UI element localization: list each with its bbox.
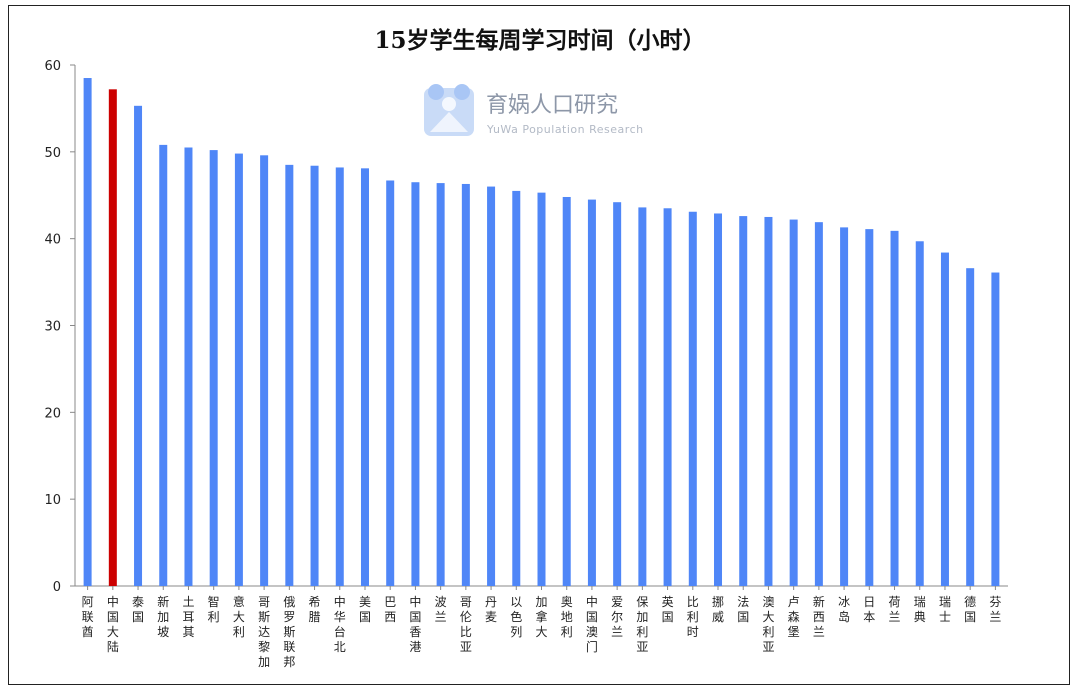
bar [512,190,521,587]
category-label: 澳大利亚 [762,595,774,654]
category-label: 泰国 [132,595,144,624]
bar [360,168,369,586]
category-label: 波兰 [435,595,447,624]
bar [134,105,143,586]
category-label: 冰岛 [838,595,850,624]
category-label: 瑞士 [939,595,951,624]
watermark-brand: 育娲人口研究 [486,93,618,118]
category-label: 哥伦比亚 [460,595,472,654]
category-label: 土耳其 [182,595,194,639]
category-label: 加拿大 [535,595,547,639]
category-label: 比利时 [687,595,699,639]
bar [966,268,975,586]
bar [991,272,1000,586]
bar [840,227,849,586]
y-tick-label: 10 [44,493,61,508]
bar [789,219,798,586]
category-labels: 阿联酋 中国大陆 泰国 新加坡 土耳其 智利 意大利 哥斯达黎加 俄罗斯联邦 希腊 中华台北 美国巴西… [82,594,1002,669]
y-tick-label: 40 [44,233,61,248]
category-label: 意大利 [233,594,245,639]
bar [260,155,269,586]
category-label: 俄罗斯联邦 [283,595,295,669]
category-label: 挪威 [712,595,724,624]
category-label: 丹麦 [485,595,497,624]
y-tick-label: 20 [44,406,61,421]
bar [411,182,420,586]
bar [562,196,571,586]
category-label: 瑞典 [914,595,926,624]
category-label: 新加坡 [157,594,169,639]
bar [487,186,496,587]
category-label: 中国澳门 [586,594,598,654]
watermark: 育娲人口研究 YuWa Population Research [424,84,644,136]
bar [209,150,218,586]
bar [814,222,823,586]
bar [537,192,546,586]
axes: 0 10 20 30 40 50 60 [44,59,1008,595]
yuwa-logo-icon [424,84,474,136]
category-label: 中国大陆 [107,594,119,654]
bar [587,199,596,586]
bar [663,208,672,586]
category-label: 卢森堡 [788,594,800,639]
category-label: 阿联酋 [82,595,94,639]
bars [83,78,1000,587]
category-label: 爱尔兰 [611,595,623,639]
y-tick-label: 50 [44,146,61,161]
bar [310,165,319,586]
bar [436,183,445,587]
bar [461,183,470,586]
category-label: 巴西 [384,595,396,624]
bar [159,144,168,587]
bar [739,216,748,586]
y-tick-label: 0 [53,580,61,595]
bar [386,180,395,586]
category-label: 中国香港 [409,594,421,654]
bar [638,207,647,586]
bar [688,211,697,586]
bar [940,252,949,586]
bar [915,241,924,586]
category-label: 法国 [737,595,749,624]
category-label: 新西兰 [813,594,825,639]
bar [83,78,92,587]
bar [108,89,117,587]
category-label: 以色列 [510,595,522,639]
category-label: 德国 [964,594,976,624]
watermark-brand-en: YuWa Population Research [486,123,644,136]
category-label: 智利 [208,594,220,624]
category-label: 日本 [863,595,875,624]
bar [764,216,773,587]
category-label: 荷兰 [889,595,901,624]
bar [234,153,243,586]
y-tick-label: 60 [44,59,61,74]
bar [285,164,294,586]
category-label: 美国 [359,595,371,624]
bar [714,213,723,587]
chart-title: 15岁学生每周学习时间（小时） [374,27,705,54]
category-label: 希腊 [309,594,321,624]
bar [865,229,874,587]
bar [890,230,899,586]
bar [184,147,193,586]
category-label: 芬兰 [989,595,1001,624]
category-label: 奥地利 [561,595,573,639]
bar [613,202,622,587]
category-label: 英国 [662,595,674,624]
y-tick-label: 30 [44,320,61,335]
category-label: 哥斯达黎加 [258,595,270,669]
bar [335,167,344,587]
category-label: 中华台北 [334,594,346,654]
category-label: 保加利亚 [636,595,648,654]
